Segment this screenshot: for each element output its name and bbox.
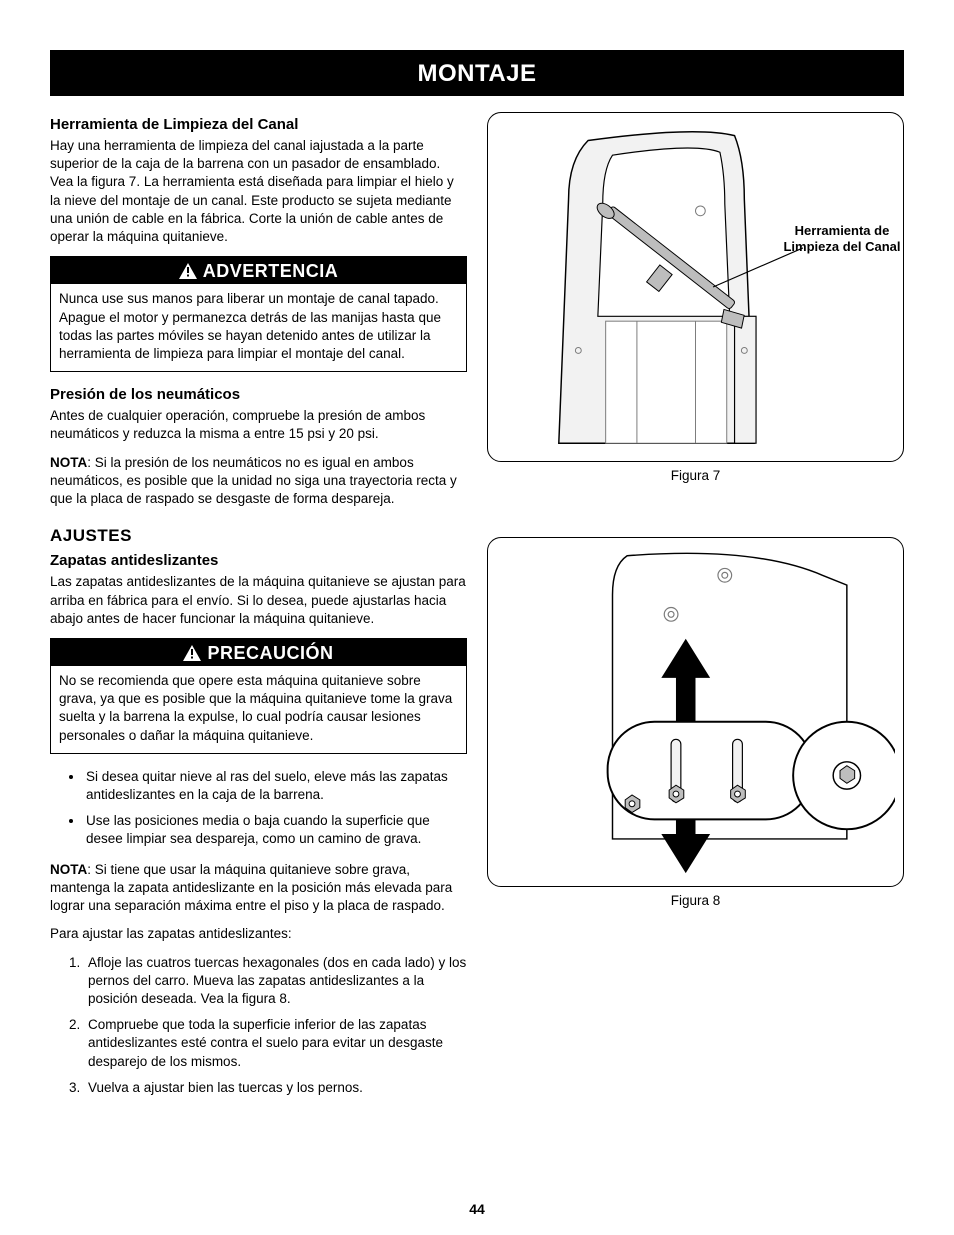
figure7-callout-line2: Limpieza del Canal: [783, 239, 900, 254]
note-body: : Si la presión de los neumáticos no es …: [50, 455, 457, 506]
figure7-callout: Herramienta de Limpieza del Canal: [777, 223, 907, 254]
caution-icon: [183, 645, 201, 661]
left-column: Herramienta de Limpieza del Canal Hay un…: [50, 112, 467, 1109]
note-label: NOTA: [50, 455, 87, 470]
figure7-svg: [496, 121, 895, 453]
list-item: Compruebe que toda la superficie inferio…: [84, 1016, 467, 1071]
two-column-layout: Herramienta de Limpieza del Canal Hay un…: [50, 112, 904, 1109]
right-column: Herramienta de Limpieza del Canal Figura…: [487, 112, 904, 1109]
page: MONTAJE Herramienta de Limpieza del Cana…: [0, 0, 954, 1235]
paragraph-tool: Hay una herramienta de limpieza del cana…: [50, 137, 467, 246]
list-item: Vuelva a ajustar bien las tuercas y los …: [84, 1079, 467, 1097]
warning-body: Nunca use sus manos para liberar un mont…: [51, 284, 466, 371]
list-item: Afloje las cuatros tuercas hexagonales (…: [84, 954, 467, 1009]
note-tires: NOTA: Si la presión de los neumáticos no…: [50, 454, 467, 509]
warning-icon: [179, 263, 197, 279]
caution-label: PRECAUCIÓN: [207, 643, 333, 663]
figure8-caption: Figura 8: [487, 893, 904, 908]
figure7-wrapper: Herramienta de Limpieza del Canal Figura…: [487, 112, 904, 483]
heading-skid: Zapatas antideslizantes: [50, 552, 467, 569]
warning-label: ADVERTENCIA: [203, 261, 339, 281]
page-title-bar: MONTAJE: [50, 50, 904, 96]
paragraph-tires: Antes de cualquier operación, compruebe …: [50, 407, 467, 443]
figure7-caption: Figura 7: [487, 468, 904, 483]
figure7: Herramienta de Limpieza del Canal: [487, 112, 904, 462]
caution-body: No se recomienda que opere esta máquina …: [51, 666, 466, 753]
heading-tires: Presión de los neumáticos: [50, 386, 467, 403]
note-body: : Si tiene que usar la máquina quitaniev…: [50, 862, 452, 913]
note-gravel: NOTA: Si tiene que usar la máquina quita…: [50, 861, 467, 916]
note-label: NOTA: [50, 862, 87, 877]
figure7-callout-line1: Herramienta de: [795, 223, 890, 238]
bullet-list: Si desea quitar nieve al ras del suelo, …: [50, 768, 467, 849]
paragraph-skid: Las zapatas antideslizantes de la máquin…: [50, 573, 467, 628]
adjust-intro: Para ajustar las zapatas antideslizantes…: [50, 925, 467, 943]
heading-ajustes: AJUSTES: [50, 526, 467, 546]
caution-header: PRECAUCIÓN: [51, 639, 466, 666]
figure8: [487, 537, 904, 887]
list-item: Use las posiciones media o baja cuando l…: [84, 812, 467, 848]
figure8-svg: [496, 546, 895, 878]
warning-box: ADVERTENCIA Nunca use sus manos para lib…: [50, 256, 467, 372]
caution-box: PRECAUCIÓN No se recomienda que opere es…: [50, 638, 467, 754]
page-number: 44: [0, 1201, 954, 1217]
figure8-wrapper: Figura 8: [487, 537, 904, 908]
warning-header: ADVERTENCIA: [51, 257, 466, 284]
steps-list: Afloje las cuatros tuercas hexagonales (…: [50, 954, 467, 1098]
list-item: Si desea quitar nieve al ras del suelo, …: [84, 768, 467, 804]
heading-tool: Herramienta de Limpieza del Canal: [50, 116, 467, 133]
